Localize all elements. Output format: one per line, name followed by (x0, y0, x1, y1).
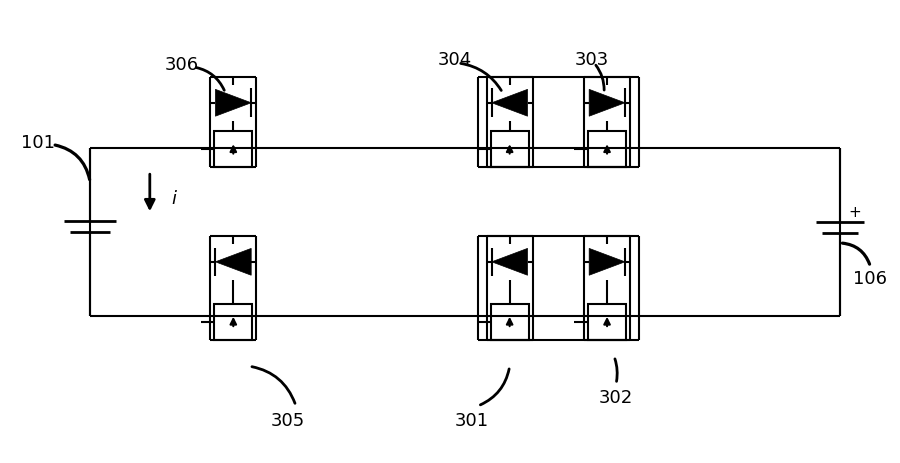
Bar (214, 132, 252, 168)
Polygon shape (215, 249, 251, 275)
Text: 305: 305 (271, 411, 305, 429)
Text: 106: 106 (852, 269, 886, 287)
Bar (589, 304, 626, 340)
Text: 303: 303 (574, 51, 608, 69)
Text: i: i (172, 189, 176, 207)
FancyArrowPatch shape (252, 367, 295, 403)
Text: 301: 301 (455, 411, 489, 429)
Bar (214, 304, 252, 340)
FancyArrowPatch shape (55, 146, 90, 180)
Polygon shape (590, 90, 625, 117)
FancyArrowPatch shape (481, 369, 509, 405)
Polygon shape (215, 90, 251, 117)
FancyArrowPatch shape (461, 64, 501, 91)
FancyArrowPatch shape (615, 359, 617, 382)
Bar (589, 132, 626, 168)
Text: +: + (849, 204, 861, 219)
FancyArrowPatch shape (842, 244, 869, 264)
FancyArrowPatch shape (596, 66, 604, 91)
Polygon shape (491, 90, 527, 117)
Text: 304: 304 (438, 51, 473, 69)
Bar (491, 304, 528, 340)
FancyArrowPatch shape (196, 69, 224, 91)
Polygon shape (590, 249, 625, 275)
Bar (491, 132, 528, 168)
Text: 306: 306 (165, 56, 199, 74)
Text: 302: 302 (599, 388, 634, 406)
Polygon shape (491, 249, 527, 275)
Text: 101: 101 (21, 133, 55, 151)
